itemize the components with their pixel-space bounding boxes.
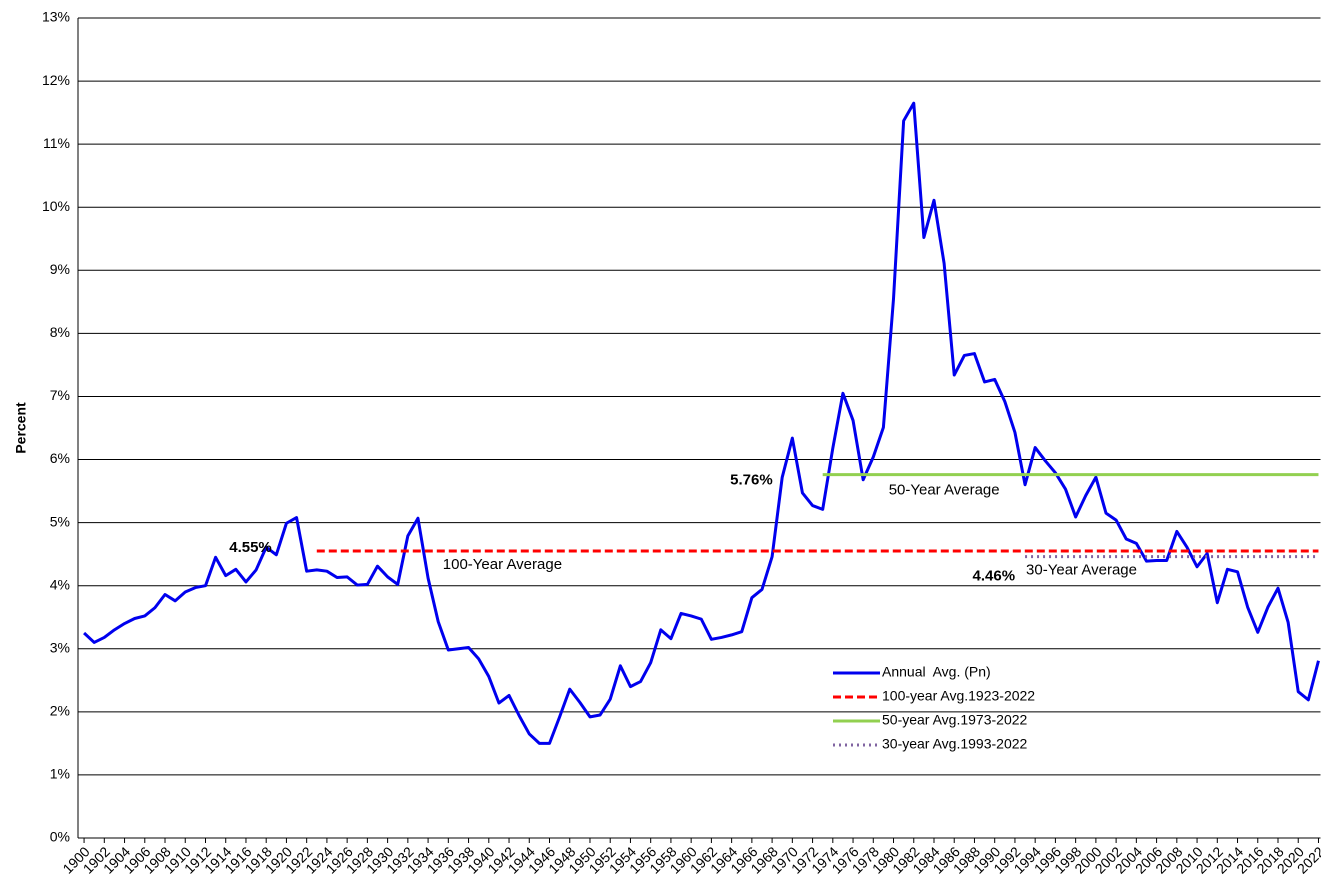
y-tick-label: 1% (50, 766, 70, 782)
legend-label: 30-year Avg.1993-2022 (882, 736, 1028, 752)
y-axis-label: Percent (13, 402, 29, 454)
y-tick-label: 7% (50, 387, 70, 403)
y-tick-label: 4% (50, 576, 70, 592)
legend-label: 50-year Avg.1973-2022 (882, 712, 1028, 728)
legend-label: 100-year Avg.1923-2022 (882, 688, 1035, 704)
legend-label: Annual Avg. (Pn) (882, 664, 991, 680)
reference-label: 50-Year Average (889, 482, 1000, 499)
reference-label: 100-Year Average (443, 556, 562, 573)
y-tick-label: 8% (50, 324, 70, 340)
y-tick-label: 3% (50, 639, 70, 655)
y-tick-label: 13% (42, 9, 70, 25)
y-tick-label: 11% (43, 135, 70, 151)
y-tick-label: 2% (50, 703, 70, 719)
y-tick-label: 0% (50, 829, 70, 845)
y-tick-label: 5% (50, 513, 70, 529)
reference-value-label: 5.76% (730, 472, 773, 489)
y-tick-label: 6% (50, 450, 70, 466)
y-tick-label: 12% (42, 72, 70, 88)
reference-value-label: 4.46% (973, 568, 1016, 585)
y-tick-label: 10% (42, 198, 70, 214)
y-tick-label: 9% (50, 261, 70, 277)
reference-value-label: 4.55% (229, 539, 272, 556)
reference-label: 30-Year Average (1026, 562, 1137, 579)
data-line (83, 101, 1320, 745)
